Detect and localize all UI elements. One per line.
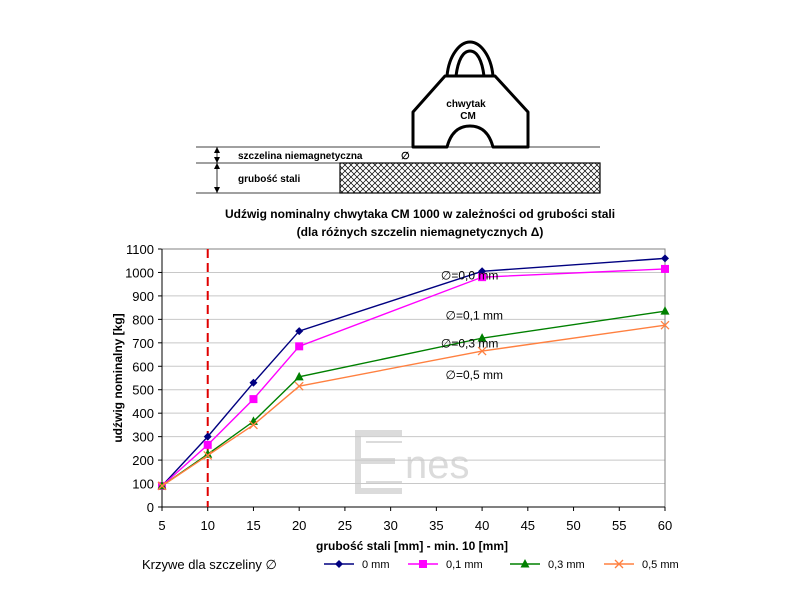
curve-annotation: ∅=0,1 mm [446,308,503,322]
y-tick-label: 100 [132,477,154,492]
y-tick-label: 200 [132,453,154,468]
data-point-series-1 [478,273,487,282]
steel-plate [339,162,601,194]
curve-annotation: ∅=0,3 mm [441,337,498,351]
data-point-series-3 [248,420,258,430]
data-point-series-1 [249,395,258,404]
legend-marker-3 [614,559,624,569]
legend-marker-2 [520,559,530,568]
curve-annotation: ∅=0,5 mm [446,368,503,382]
gap-arrow-head-top [214,147,220,153]
series-line-0 [161,257,666,487]
enes-watermark-logo: nes [355,430,470,494]
data-point-series-3 [477,346,487,356]
x-tick-label: 40 [475,518,489,533]
x-axis-label: grubość stali [mm] - min. 10 [mm] [316,539,508,553]
data-point-series-0 [249,378,258,387]
data-point-series-3 [157,481,167,491]
data-point-series-3 [660,320,670,330]
gripper-label-line1: chwytak [446,99,486,110]
y-tick-label: 1000 [125,265,154,280]
data-point-series-3-stroke [294,381,304,391]
y-tick-label: 700 [132,336,154,351]
data-point-series-1 [203,440,212,449]
legend-marker-1 [419,560,427,568]
thickness-arrow-head-bottom [214,187,220,193]
data-point-series-2 [660,306,670,315]
y-axis-label: udźwig nominalny [kg] [111,313,125,442]
thickness-label: grubość stali [238,174,300,185]
x-tick-label: 10 [200,518,214,533]
x-tick-label: 30 [383,518,397,533]
legend-label-2: 0,3 mm [548,559,585,571]
y-tick-label: 800 [132,312,154,327]
x-tick-label: 15 [246,518,260,533]
data-point-series-0 [661,254,669,263]
legend-label-0: 0 mm [362,559,390,571]
data-point-series-3 [294,381,304,391]
x-tick-label: 50 [566,518,580,533]
data-point-series-0 [295,327,304,336]
series-line-2 [161,310,666,487]
chart-subtitle: (dla różnych szczelin niemagnetycznych Δ… [297,225,544,239]
legend-title: Krzywe dla szczeliny ∅ [142,557,277,572]
plot-area: 0 100 200 300 400 500 600 700 800 900 1000 1100 5 10 1… [125,242,672,533]
gap-symbol: ∅ [401,151,410,162]
y-tick-label: 900 [132,289,154,304]
data-point-series-2 [294,371,304,381]
x-tick-label: 35 [429,518,443,533]
series-line-1 [161,268,666,487]
thickness-arrow-head-top [214,163,220,169]
legend-label-1: 0,1 mm [446,559,483,571]
data-point-series-2 [477,333,487,342]
x-tick-label: 60 [658,518,672,533]
gripper-label-line2: CM [460,111,476,122]
gap-arrow-head-bottom [214,157,220,163]
x-tick-label: 25 [338,518,352,533]
gap-label: szczelina niemagnetyczna [238,151,363,162]
data-point-series-3-stroke [660,320,670,330]
data-point-series-3-stroke [203,450,213,460]
legend-marker-0 [335,560,343,568]
y-tick-label: 300 [132,430,154,445]
data-point-series-0 [203,432,212,441]
y-tick-label: 600 [132,359,154,374]
gripper-diagram: chwytak CM szczelina niemagnetyczna ∅ gr… [196,40,601,194]
data-point-series-3 [203,450,213,460]
curve-annotation: ∅=0,0 mm [441,268,498,282]
x-tick-label: 5 [158,518,165,533]
y-tick-label: 0 [147,500,154,515]
data-point-series-3-stroke [477,346,487,356]
legend-label-3: 0,5 mm [642,559,679,571]
x-tick-label: 45 [521,518,535,533]
y-tick-label: 500 [132,383,154,398]
data-point-series-1 [661,264,669,273]
watermark-text: nes [405,443,470,487]
chart-title: Udźwig nominalny chwytaka CM 1000 w zale… [225,207,615,221]
x-tick-label: 20 [292,518,306,533]
data-point-series-3-stroke [157,481,167,491]
y-tick-label: 400 [132,406,154,421]
data-point-series-2 [203,449,213,458]
series-line-3 [161,324,666,487]
data-point-series-1 [295,342,304,351]
data-point-series-3-stroke [248,420,258,430]
x-tick-label: 55 [612,518,626,533]
legend: 0 mm 0,1 mm 0,3 mm 0,5 mm [324,559,679,571]
gripper-handle [445,40,495,78]
y-tick-label: 1100 [126,242,154,257]
legend-marker-3-stroke [614,559,624,569]
